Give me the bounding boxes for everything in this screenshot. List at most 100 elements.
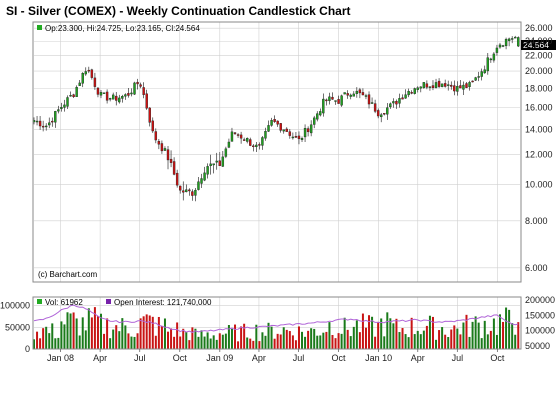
candle-body [279, 123, 282, 131]
x-tick-label: Apr [252, 353, 266, 363]
candle-body [370, 102, 374, 104]
price-y-tick-label: 24.000 [525, 36, 553, 46]
candle [273, 115, 276, 123]
candle-body [316, 113, 319, 120]
candle [96, 87, 100, 98]
volume-bar [313, 328, 316, 349]
candle-body [148, 107, 151, 123]
volume-bar [511, 323, 514, 349]
candle-body [87, 69, 91, 72]
price-y-tick-label: 10.000 [525, 179, 553, 189]
candle [102, 92, 106, 94]
candle-body [69, 95, 72, 97]
volume-bar [133, 336, 136, 349]
volume-bar [255, 324, 258, 349]
volume-bar [75, 318, 78, 349]
candle-body [227, 141, 231, 148]
candle-body [495, 47, 499, 53]
volume-bar [282, 327, 285, 349]
candle [514, 35, 517, 39]
candle-body [38, 120, 42, 127]
volume-bar [471, 321, 474, 349]
candle-body [498, 44, 502, 48]
volume-bar [288, 331, 291, 349]
candle [343, 92, 346, 95]
volume-bar [368, 315, 371, 349]
x-tick-label: Jan 09 [206, 353, 233, 363]
volume-bar [170, 328, 173, 349]
volume-bar [109, 338, 112, 349]
volume-bar [112, 329, 115, 349]
candle [236, 133, 240, 138]
candle [233, 131, 237, 135]
candle [450, 81, 453, 90]
candle-body [78, 82, 81, 86]
candle-body [124, 94, 127, 97]
volume-bar [322, 332, 325, 349]
candle [346, 90, 349, 99]
candle [38, 115, 42, 130]
x-tick-label: Jan 10 [365, 353, 392, 363]
candle-body [413, 88, 416, 94]
candle [139, 82, 142, 89]
price-y-tick-label: 26.000 [525, 23, 553, 33]
open-interest-line [33, 304, 519, 333]
candle [456, 81, 459, 96]
candle-body [191, 191, 194, 196]
volume-bar [157, 316, 160, 349]
candle [44, 123, 48, 131]
volume-bars [33, 307, 520, 349]
candle [510, 36, 514, 44]
candle [261, 136, 264, 150]
candle [185, 184, 188, 193]
candle-body [182, 190, 185, 193]
candle [218, 152, 221, 166]
candle-body [383, 113, 386, 115]
candle-body [343, 92, 346, 95]
candle-body [367, 94, 371, 105]
candle-body [51, 120, 54, 123]
volume-bar [69, 313, 72, 349]
volume-bar [358, 332, 361, 349]
candle-body [309, 124, 313, 134]
candle-body [264, 131, 267, 139]
volume-bar [486, 334, 489, 349]
volume-bar [380, 318, 383, 349]
candle-body [517, 37, 520, 47]
price-y-tick-label: 6.000 [525, 263, 548, 273]
volume-bar [377, 321, 380, 349]
candle [72, 93, 75, 98]
volume-bar [459, 334, 462, 349]
volume-bar [249, 338, 252, 349]
candle [282, 129, 285, 134]
candle [118, 94, 121, 104]
candle [389, 102, 392, 109]
volume-bar [230, 328, 233, 349]
volume-bar [173, 336, 176, 349]
volume-bar [438, 330, 441, 349]
candle [75, 85, 78, 97]
candle-body [209, 163, 212, 167]
volume-bar [252, 340, 255, 349]
volume-bar [258, 341, 261, 349]
candle-body [373, 103, 377, 112]
volume-bar [66, 312, 69, 349]
volume-bar [517, 322, 520, 349]
volume-bar [218, 333, 221, 349]
candle-body [185, 189, 188, 193]
volume-bar [60, 321, 63, 349]
volume-bar [45, 326, 48, 349]
candle [54, 110, 57, 128]
candle-body [334, 100, 337, 102]
candle-body [115, 95, 118, 101]
volume-bar [343, 317, 346, 349]
volume-bar [163, 318, 166, 349]
oi-y-tick-label: 150000 [525, 310, 555, 320]
candle [428, 86, 432, 91]
candle-body [337, 99, 340, 104]
candle [188, 188, 191, 196]
candle-body [63, 104, 66, 108]
candle-body [389, 103, 392, 108]
candle [169, 150, 173, 168]
price-y-tick-label: 8.000 [525, 216, 548, 226]
